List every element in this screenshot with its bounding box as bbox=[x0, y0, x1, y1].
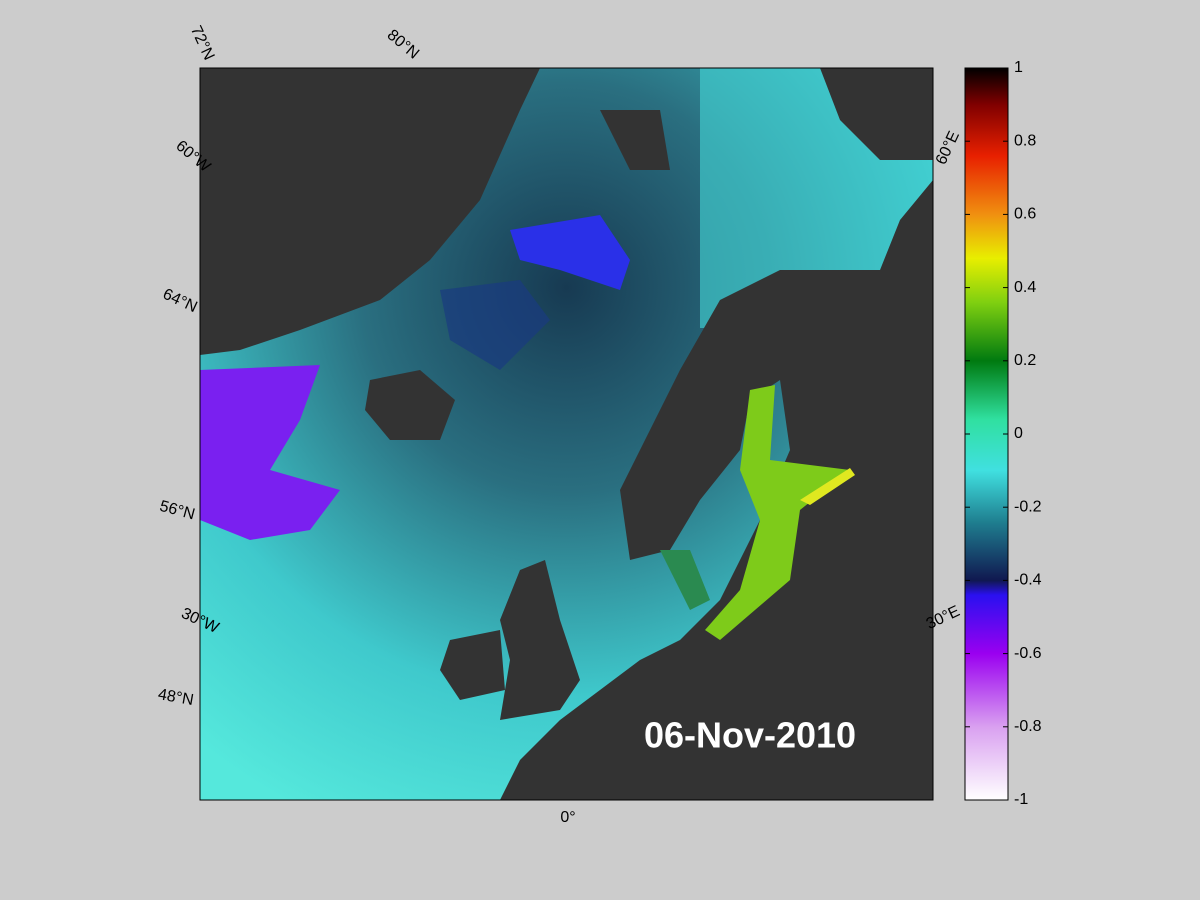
colorbar-tick-label: 0.8 bbox=[1014, 132, 1036, 149]
colorbar-tick-label: -1 bbox=[1014, 791, 1028, 808]
baltic-sea bbox=[705, 385, 850, 640]
graticule-label: 64°N bbox=[160, 286, 200, 317]
colorbar bbox=[964, 67, 1009, 801]
land-britain bbox=[500, 560, 580, 720]
colorbar-tick-label: -0.8 bbox=[1014, 718, 1042, 735]
colorbar-tick-label: 0.4 bbox=[1014, 279, 1036, 296]
kattegat bbox=[660, 550, 710, 610]
colorbar-tick-label: -0.6 bbox=[1014, 645, 1042, 662]
colorbar-tick-label: 0.2 bbox=[1014, 352, 1036, 369]
colorbar-tick-label: -0.2 bbox=[1014, 498, 1042, 515]
colorbar-tick-label: 1 bbox=[1014, 59, 1023, 76]
colorbar-tick-label: 0 bbox=[1014, 425, 1023, 442]
graticule-label: 48°N bbox=[157, 686, 195, 709]
land-ireland bbox=[440, 630, 505, 700]
gulf-of-finland bbox=[800, 468, 855, 505]
graticule-label: 0° bbox=[560, 809, 575, 826]
land-greenland bbox=[200, 68, 540, 355]
anomaly-purple bbox=[200, 365, 340, 540]
graticule-label: 72°N bbox=[187, 23, 218, 63]
graticule-label: 80°N bbox=[384, 27, 422, 63]
anomaly-blue bbox=[510, 215, 630, 290]
anomaly-dark bbox=[440, 280, 550, 370]
land-svalbard bbox=[600, 110, 670, 170]
land-novaya bbox=[820, 68, 933, 160]
graticule-label: 56°N bbox=[158, 498, 197, 524]
map-frame bbox=[199, 67, 934, 801]
map: 06-Nov-2010 bbox=[200, 68, 933, 800]
land-europe bbox=[500, 180, 933, 800]
colorbar-tick-label: 0.6 bbox=[1014, 206, 1036, 223]
land-iceland bbox=[365, 370, 455, 440]
colorbar-tick-label: -0.4 bbox=[1014, 572, 1042, 589]
date-label: 06-Nov-2010 bbox=[644, 715, 856, 756]
graticule-label: 60°E bbox=[933, 129, 963, 168]
